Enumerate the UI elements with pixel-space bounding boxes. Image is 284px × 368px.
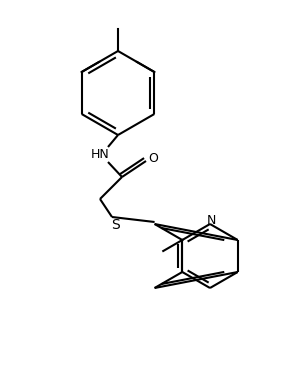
Text: S: S: [112, 218, 120, 232]
Text: N: N: [206, 213, 216, 226]
Text: HN: HN: [91, 149, 109, 162]
Text: O: O: [148, 152, 158, 166]
